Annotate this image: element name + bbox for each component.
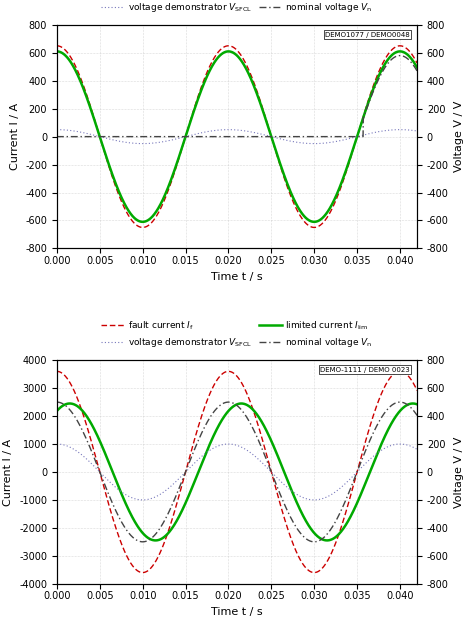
Y-axis label: Current I / A: Current I / A (9, 103, 19, 170)
Text: DEMO1077 / DEMO0048: DEMO1077 / DEMO0048 (325, 32, 410, 37)
Y-axis label: Voltage V / V: Voltage V / V (455, 101, 465, 172)
Text: DEMO-1111 / DEMO 0023: DEMO-1111 / DEMO 0023 (320, 367, 410, 373)
X-axis label: Time t / s: Time t / s (211, 607, 263, 617)
X-axis label: Time t / s: Time t / s (211, 271, 263, 281)
Y-axis label: Voltage V / V: Voltage V / V (455, 437, 465, 507)
Legend: fault current $I_\mathrm{f}$, voltage demonstrator $V_\mathrm{SFCL}$, limited cu: fault current $I_\mathrm{f}$, voltage de… (98, 315, 376, 353)
Legend: fault current $I_\mathrm{f}$, voltage demonstrator $V_\mathrm{SFCL}$, limited cu: fault current $I_\mathrm{f}$, voltage de… (98, 0, 376, 17)
Y-axis label: Current I / A: Current I / A (3, 438, 13, 505)
